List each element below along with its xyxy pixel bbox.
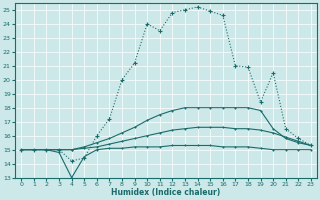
X-axis label: Humidex (Indice chaleur): Humidex (Indice chaleur) [111, 188, 221, 197]
